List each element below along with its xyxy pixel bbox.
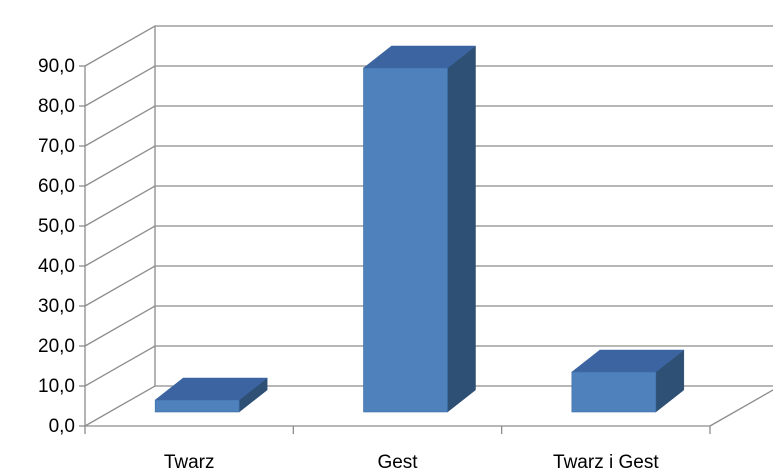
- y-tick-label: 30,0: [38, 296, 75, 317]
- floor-right-edge: [709, 389, 773, 427]
- bar: [154, 377, 268, 413]
- bar-front-face: [154, 399, 240, 413]
- x-category-label: Gest: [377, 452, 418, 473]
- bar: [571, 349, 685, 413]
- y-tick-label: 90,0: [38, 56, 75, 77]
- y-tick-label: 70,0: [38, 136, 75, 157]
- bar-front-face: [363, 67, 448, 413]
- bar: [362, 45, 477, 413]
- bar-side-face: [447, 45, 476, 413]
- y-tick-label: 10,0: [38, 376, 75, 397]
- bar-front-face: [571, 371, 657, 413]
- axes: [79, 26, 711, 434]
- x-category-label: Twarz: [164, 452, 215, 473]
- bars: [154, 45, 685, 413]
- y-tick-label: 20,0: [38, 336, 75, 357]
- x-category-label: Twarz i Gest: [553, 452, 659, 473]
- y-tick-label: 60,0: [38, 176, 75, 197]
- y-tick-label: 50,0: [38, 216, 75, 237]
- labels: 0,0 10,0 20,0 30,0 40,0 50,0 60,0 70,0 80,0 90,0 T…: [38, 56, 659, 473]
- y-tick-label: 80,0: [38, 96, 75, 117]
- y-tick-label: 40,0: [38, 256, 75, 277]
- y-tick-label: 0,0: [49, 416, 75, 437]
